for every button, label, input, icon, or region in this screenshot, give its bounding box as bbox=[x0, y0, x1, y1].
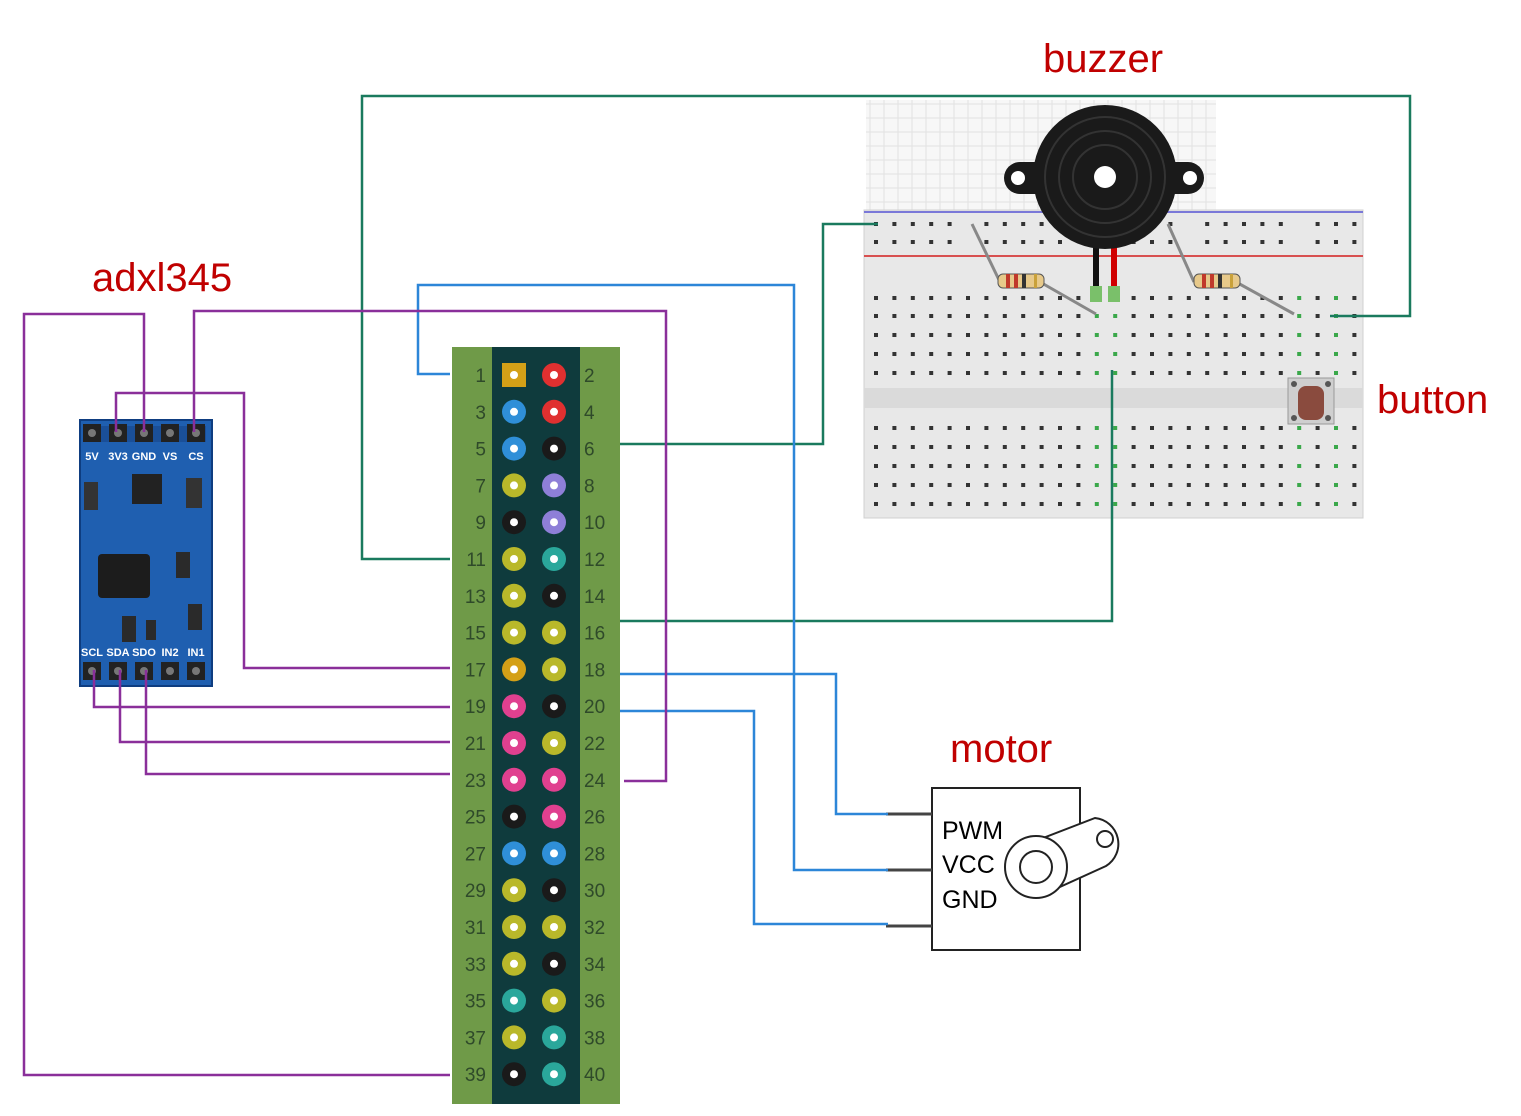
resistor-right bbox=[1166, 223, 1295, 316]
gpio-pin-number: 1 bbox=[475, 366, 486, 387]
gpio-pin-number: 21 bbox=[465, 734, 486, 755]
adxl-bottom-label: SCL bbox=[81, 647, 103, 659]
adxl-bottom-label: SDA bbox=[106, 647, 129, 659]
gpio-pin-number: 33 bbox=[465, 955, 486, 976]
motor-pin-pwm: PWM bbox=[942, 817, 1003, 845]
gpio-pin-number: 6 bbox=[584, 440, 595, 461]
label-button: button bbox=[1377, 378, 1488, 422]
adxl-top-label: VS bbox=[163, 451, 178, 463]
adxl-top-label: 5V bbox=[85, 451, 99, 463]
wire-pin39-to-adxl-gnd bbox=[22, 312, 450, 1077]
wire-pin24-to-adxl-cs bbox=[192, 309, 668, 783]
motor-pin-gnd: GND bbox=[942, 886, 998, 914]
adxl-bottom-label: SDO bbox=[132, 647, 156, 659]
wire-pin6-to-breadboard-rail bbox=[620, 222, 878, 446]
gpio-pin-number: 19 bbox=[465, 697, 486, 718]
gpio-pin-number: 3 bbox=[475, 403, 486, 424]
gpio-pin-number: 11 bbox=[466, 550, 486, 571]
wire-pin16-to-buzzer bbox=[620, 370, 1114, 623]
gpio-pin-number: 4 bbox=[584, 403, 595, 424]
gpio-pin-number: 15 bbox=[465, 624, 486, 645]
gpio-pin-number: 14 bbox=[584, 587, 606, 608]
gpio-pin-number: 2 bbox=[584, 366, 595, 387]
gpio-pin-number: 18 bbox=[584, 660, 605, 681]
gpio-pin-number: 34 bbox=[584, 955, 606, 976]
gpio-pin-number: 39 bbox=[465, 1065, 486, 1086]
motor-pin-vcc: VCC bbox=[942, 851, 995, 879]
wire-pin18-to-motor-pwm bbox=[620, 672, 888, 816]
gpio-pin-number: 25 bbox=[465, 808, 486, 829]
gpio-pin-number: 12 bbox=[584, 550, 605, 571]
wire-pin21-to-adxl-sda bbox=[118, 670, 450, 744]
gpio-pin-number: 30 bbox=[584, 881, 605, 902]
gpio-pin-number: 32 bbox=[584, 918, 605, 939]
gpio-pin-number: 40 bbox=[584, 1065, 605, 1086]
adxl345-module: 5V 3V3 GND VS CS SCL SDA SDO IN2 IN1 bbox=[79, 419, 213, 687]
label-motor: motor bbox=[950, 727, 1052, 771]
gpio-pin-number: 22 bbox=[584, 734, 605, 755]
adxl-bottom-label: IN1 bbox=[187, 647, 204, 659]
wires bbox=[22, 94, 1412, 1077]
gpio-pin-number: 35 bbox=[465, 992, 486, 1013]
push-button-component bbox=[1287, 377, 1335, 425]
wire-pin1-to-motor-vcc bbox=[416, 283, 888, 872]
gpio-pin-number: 10 bbox=[584, 513, 605, 534]
wire-pin23-to-adxl-sdo bbox=[144, 670, 450, 776]
adxl-top-label: GND bbox=[132, 451, 157, 463]
resistor-left bbox=[970, 223, 1097, 316]
gpio-pin-number: 24 bbox=[584, 771, 606, 792]
gpio-pin-number: 31 bbox=[465, 918, 486, 939]
gpio-pin-number: 36 bbox=[584, 992, 605, 1013]
adxl-top-label: CS bbox=[188, 451, 203, 463]
gpio-pin-number: 29 bbox=[465, 881, 486, 902]
gpio-pin-number: 27 bbox=[465, 844, 486, 865]
gpio-pin-number: 16 bbox=[584, 624, 605, 645]
breadboard-holes bbox=[874, 222, 1357, 506]
gpio-pin-number: 28 bbox=[584, 844, 605, 865]
gpio-pin-number: 7 bbox=[475, 476, 486, 497]
adxl-bottom-label: IN2 bbox=[161, 647, 178, 659]
gpio-pin-number: 5 bbox=[475, 440, 486, 461]
adxl-top-label: 3V3 bbox=[108, 451, 128, 463]
wire-pin17-to-adxl-3v3 bbox=[114, 391, 450, 670]
wire-pin11-to-button bbox=[360, 94, 1412, 561]
wire-pin19-to-adxl-scl bbox=[92, 670, 450, 709]
gpio-pin-number: 37 bbox=[465, 1028, 486, 1049]
gpio-pin-number: 20 bbox=[584, 697, 605, 718]
label-buzzer: buzzer bbox=[1043, 37, 1163, 81]
wire-pin20-to-motor-gnd bbox=[620, 709, 888, 926]
gpio-pin-number: 26 bbox=[584, 808, 605, 829]
label-adxl345: adxl345 bbox=[92, 256, 232, 300]
gpio-pin-number: 8 bbox=[584, 476, 595, 497]
gpio-pin-number: 38 bbox=[584, 1028, 605, 1049]
gpio-pin-number: 17 bbox=[465, 660, 486, 681]
gpio-pin-number: 23 bbox=[465, 771, 486, 792]
buzzer-component bbox=[1004, 105, 1204, 302]
gpio-pin-number: 13 bbox=[465, 587, 486, 608]
gpio-pin-number: 9 bbox=[475, 513, 486, 534]
servo-motor: PWM VCC GND bbox=[886, 787, 1120, 951]
